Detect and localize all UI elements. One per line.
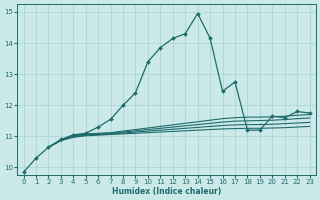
X-axis label: Humidex (Indice chaleur): Humidex (Indice chaleur) <box>112 187 221 196</box>
